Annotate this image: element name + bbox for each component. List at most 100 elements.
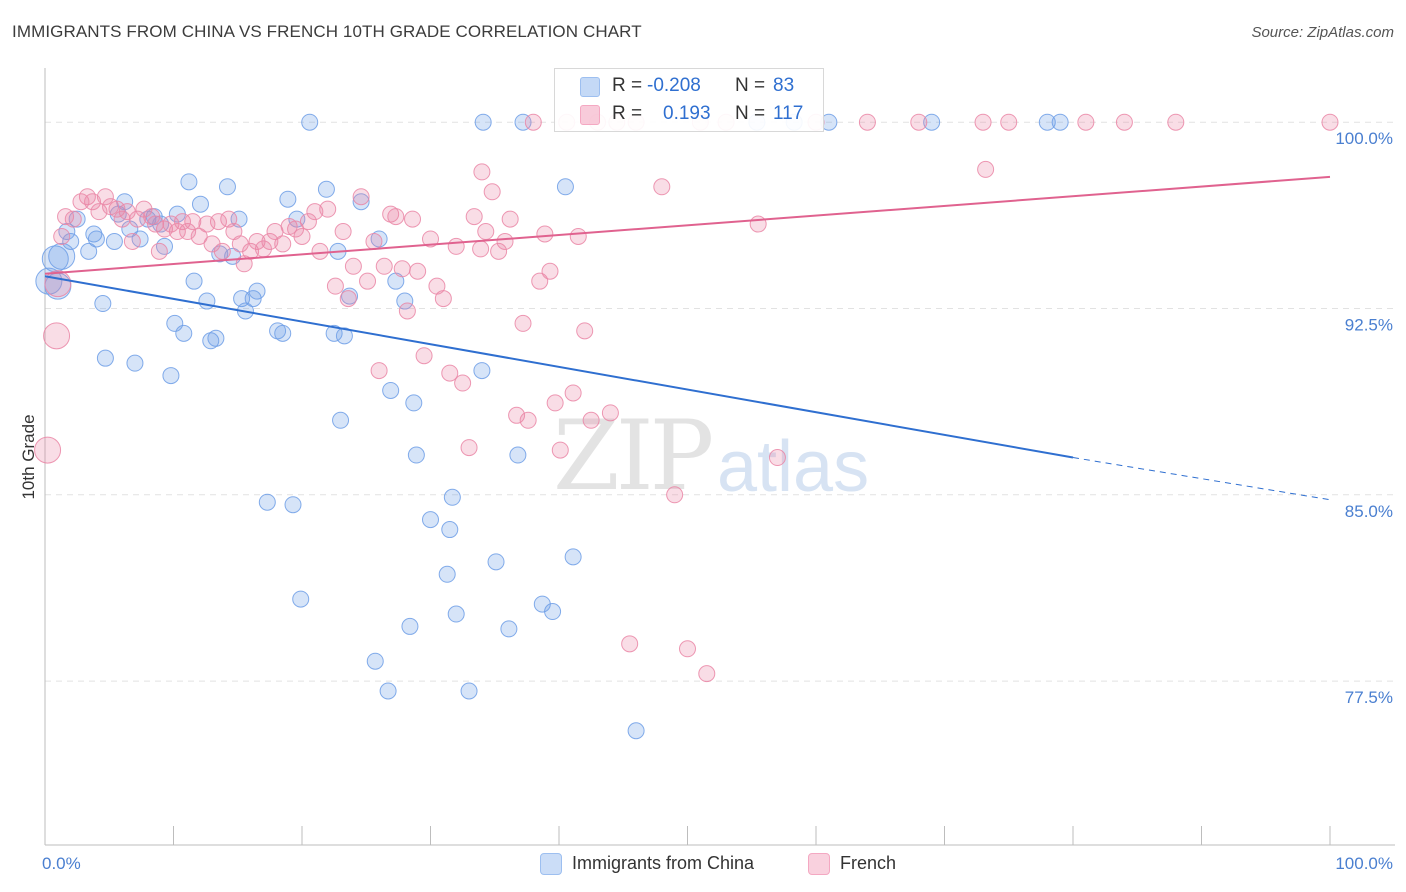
point-china (923, 113, 941, 131)
point-china (405, 394, 423, 412)
point-china (292, 590, 310, 608)
point-china (509, 446, 527, 464)
point-french (261, 232, 279, 250)
point-china (274, 324, 292, 342)
point-china (443, 488, 461, 506)
legend-label-french: French (840, 853, 897, 873)
r-label: R = (612, 103, 643, 124)
point-china (180, 173, 198, 191)
point-french (147, 215, 165, 233)
n-label: N = (735, 75, 766, 96)
point-french (858, 113, 876, 131)
y-tick-label: 85.0% (1345, 502, 1393, 521)
point-china (41, 245, 69, 273)
point-french (64, 210, 82, 228)
point-china (96, 349, 114, 367)
point-french (519, 411, 537, 429)
point-china (258, 493, 276, 511)
point-china (422, 511, 439, 529)
point-china (335, 327, 353, 345)
point-french (311, 242, 329, 260)
point-french (454, 374, 472, 392)
x-tick-label: 100.0% (1335, 854, 1393, 873)
n-value: 117 (773, 103, 804, 124)
point-china (48, 242, 76, 270)
point-french (123, 232, 141, 250)
point-french (387, 208, 405, 226)
point-french (666, 486, 684, 504)
point-french (1077, 113, 1095, 131)
point-china (487, 553, 505, 571)
point-china (279, 190, 297, 208)
point-china (301, 113, 319, 131)
point-french (242, 242, 260, 260)
point-china (85, 225, 103, 243)
point-china (207, 329, 225, 347)
point-french (44, 270, 72, 298)
point-china (325, 324, 343, 342)
legend-label-china: Immigrants from China (572, 853, 755, 873)
point-china (1038, 113, 1056, 131)
chart-title: IMMIGRANTS FROM CHINA VS FRENCH 10TH GRA… (12, 22, 642, 41)
point-china (156, 237, 174, 255)
point-french (190, 227, 208, 245)
point-china (62, 232, 80, 250)
point-french (472, 240, 490, 258)
stats-row-french: R = 0.193 N = 117 (555, 101, 823, 129)
point-french (168, 223, 186, 241)
point-french (34, 436, 62, 464)
point-china (500, 620, 518, 638)
point-french (398, 302, 416, 320)
point-china (556, 178, 574, 196)
point-french (749, 215, 767, 233)
correlation-stats-box: R = -0.208 N = 83 R = 0.193 N = 117 (554, 68, 824, 132)
point-china (317, 180, 335, 198)
trend-line-china (44, 275, 1074, 459)
point-french (319, 200, 337, 218)
point-french (477, 223, 495, 241)
point-french (501, 210, 519, 228)
point-french (551, 441, 569, 459)
r-label: R = (612, 75, 643, 96)
chart-source: Source: ZipAtlas.com (1251, 24, 1394, 41)
trend-line-china-extension (1072, 457, 1331, 501)
point-china (447, 605, 465, 623)
point-french (404, 210, 422, 228)
point-china (379, 682, 397, 700)
point-french (977, 160, 995, 178)
point-china (366, 652, 384, 670)
point-french (370, 362, 388, 380)
r-value: 0.193 (663, 103, 711, 124)
point-french (514, 314, 532, 332)
point-china (105, 232, 123, 250)
point-china (87, 230, 105, 248)
point-french (698, 665, 716, 683)
point-french (129, 210, 147, 228)
data-points (34, 113, 1339, 740)
point-french (460, 439, 478, 457)
axes (44, 68, 1395, 846)
point-french (531, 272, 549, 290)
point-china (396, 292, 414, 310)
point-china (627, 722, 645, 740)
legend-swatch-china (540, 853, 562, 875)
point-china (474, 113, 492, 131)
point-china (514, 113, 532, 131)
point-french (601, 404, 619, 422)
stats-row-china: R = -0.208 N = 83 (555, 73, 823, 101)
y-axis-title: 10th Grade (19, 414, 38, 499)
point-french (653, 178, 671, 196)
point-french (496, 232, 514, 250)
point-french (108, 200, 126, 218)
n-label: N = (735, 103, 766, 124)
point-china (191, 195, 209, 213)
axis-labels: 77.5% 85.0% 92.5% 100.0% 0.0% 100.0% 10th Grad… (19, 129, 1393, 873)
stats-swatch-china (580, 77, 600, 97)
stats-swatch-french (580, 105, 600, 125)
point-china (382, 381, 400, 399)
gridlines (45, 121, 1395, 682)
y-tick-label: 92.5% (1345, 316, 1393, 335)
point-china (1051, 113, 1069, 131)
point-french (422, 230, 439, 248)
